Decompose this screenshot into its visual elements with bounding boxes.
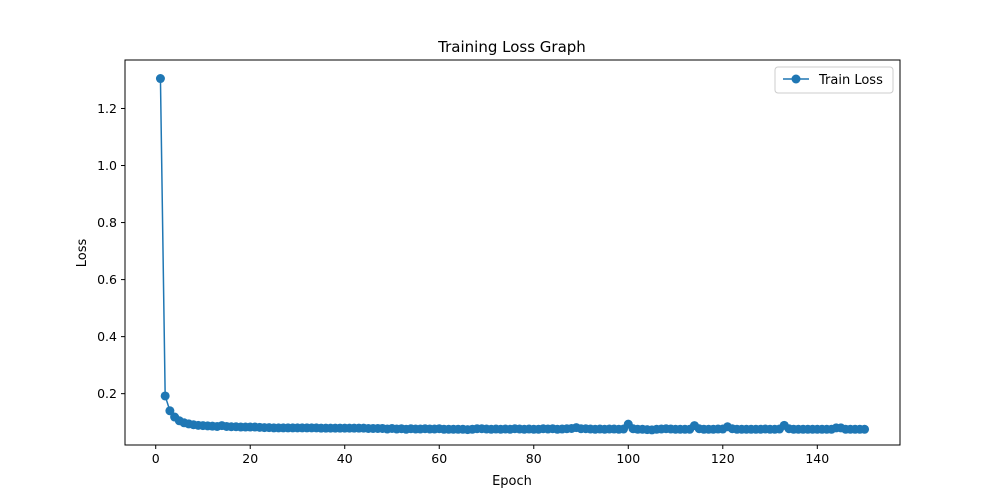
plot-area	[155, 74, 870, 435]
x-tick-label: 0	[152, 451, 160, 466]
x-tick-label: 100	[616, 451, 640, 466]
train-loss-point	[160, 391, 170, 401]
y-tick-label: 0.4	[97, 329, 117, 344]
x-tick-label: 140	[805, 451, 829, 466]
x-tick-label: 60	[431, 451, 447, 466]
legend: Train Loss	[774, 66, 894, 94]
x-tick-label: 120	[711, 451, 735, 466]
y-axis-label: Loss	[75, 239, 90, 268]
x-tick-label: 40	[337, 451, 353, 466]
train-loss-point	[165, 406, 175, 416]
x-tick-label: 80	[526, 451, 542, 466]
x-axis-label: Epoch	[492, 474, 532, 489]
x-axis: 0 20 40 60 80 100 120 140	[152, 445, 829, 466]
chart-title: Training Loss Graph	[437, 38, 586, 56]
y-tick-label: 0.2	[97, 386, 117, 401]
train-loss-line	[159, 78, 865, 431]
plot-frame	[124, 59, 901, 446]
legend-label-train-loss: Train Loss	[818, 73, 883, 88]
y-tick-label: 1.2	[97, 101, 117, 116]
train-loss-point	[860, 424, 870, 434]
y-tick-label: 0.8	[97, 215, 117, 230]
legend-swatch-marker	[791, 74, 801, 84]
legend-box	[774, 66, 894, 94]
y-tick-label: 0.6	[97, 272, 117, 287]
y-tick-label: 1.0	[97, 158, 117, 173]
train-loss-point	[155, 74, 165, 84]
x-tick-label: 20	[242, 451, 258, 466]
y-axis: 0.2 0.4 0.6 0.8 1.0 1.2	[97, 101, 125, 401]
